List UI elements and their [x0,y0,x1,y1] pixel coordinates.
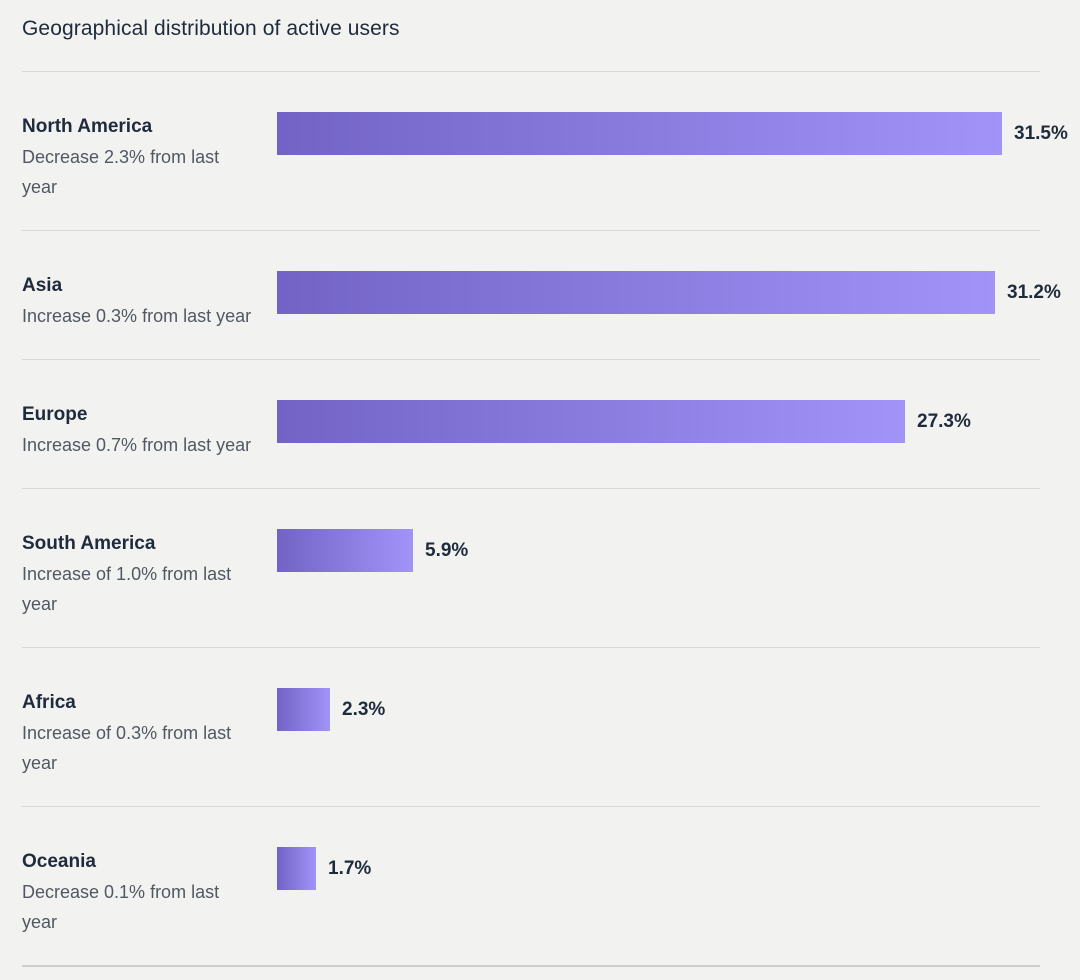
region-row-content: Africa Increase of 0.3% from last year 2… [22,648,1040,806]
region-row: South America Increase of 1.0% from last… [22,488,1040,647]
region-value-label: 2.3% [342,698,386,720]
region-info: Europe Increase 0.7% from last year [22,400,277,460]
region-change-note: Increase of 1.0% from last year [22,564,232,614]
region-bar-area: 31.2% [277,271,1061,314]
region-bar-area: 31.5% [277,112,1068,155]
region-row-content: North America Decrease 2.3% from last ye… [22,72,1068,230]
region-info: North America Decrease 2.3% from last ye… [22,112,277,202]
region-row: Africa Increase of 0.3% from last year 2… [22,647,1040,806]
region-bar [277,400,905,443]
region-value-label: 5.9% [425,539,469,561]
region-name: Europe [22,404,88,425]
region-name: Asia [22,275,63,296]
region-value-label: 27.3% [917,410,971,432]
region-row-content: Europe Increase 0.7% from last year 27.3… [22,360,1040,488]
row-divider [22,71,1040,72]
region-bar [277,529,413,572]
chart-rows: North America Decrease 2.3% from last ye… [22,71,1068,965]
region-name: South America [22,533,156,554]
region-info: Asia Increase 0.3% from last year [22,271,277,331]
row-divider [22,488,1040,489]
row-divider [22,647,1040,648]
region-name: Oceania [22,851,96,872]
region-value-label: 31.2% [1007,281,1061,303]
region-value-label: 31.5% [1014,122,1068,144]
region-bar-area: 5.9% [277,529,1040,572]
page-title: Geographical distribution of active user… [22,17,400,40]
region-row: Europe Increase 0.7% from last year 27.3… [22,359,1040,488]
region-change-note: Increase 0.7% from last year [22,435,252,455]
region-row: Oceania Decrease 0.1% from last year 1.7… [22,806,1040,965]
region-bar-area: 1.7% [277,847,1040,890]
bottom-divider [22,965,1040,967]
region-name: Africa [22,692,76,713]
region-value-label: 1.7% [328,857,372,879]
region-name: North America [22,116,153,137]
region-row-content: Asia Increase 0.3% from last year 31.2% [22,231,1061,359]
region-row: North America Decrease 2.3% from last ye… [22,71,1068,230]
region-bar-area: 2.3% [277,688,1040,731]
region-bar [277,271,995,314]
region-info: South America Increase of 1.0% from last… [22,529,277,619]
row-divider [22,359,1040,360]
region-row-content: South America Increase of 1.0% from last… [22,489,1040,647]
region-row-content: Oceania Decrease 0.1% from last year 1.7… [22,807,1040,965]
region-bar-area: 27.3% [277,400,1040,443]
region-info: Africa Increase of 0.3% from last year [22,688,277,778]
region-bar [277,847,316,890]
region-bar [277,112,1002,155]
region-row: Asia Increase 0.3% from last year 31.2% [22,230,1061,359]
region-change-note: Decrease 2.3% from last year [22,147,220,197]
region-bar [277,688,330,731]
row-divider [22,230,1040,231]
region-change-note: Increase 0.3% from last year [22,306,252,326]
region-change-note: Increase of 0.3% from last year [22,723,232,773]
region-change-note: Decrease 0.1% from last year [22,882,220,932]
row-divider [22,806,1040,807]
region-info: Oceania Decrease 0.1% from last year [22,847,277,937]
